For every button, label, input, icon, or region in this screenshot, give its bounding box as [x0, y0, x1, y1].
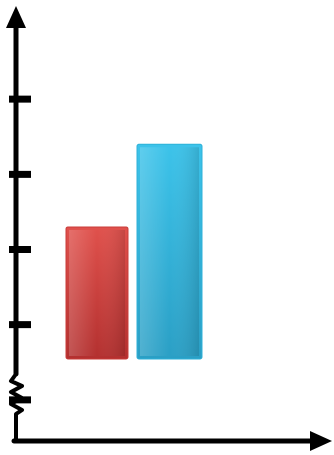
- bars-group: [65, 143, 203, 360]
- y-axis-arrowhead: [6, 6, 26, 28]
- bar-highlight: [140, 147, 199, 356]
- x-axis-arrowhead: [310, 431, 332, 451]
- bar: [65, 226, 129, 360]
- y-ticks-group: [9, 95, 31, 404]
- bar: [136, 143, 203, 360]
- axes-group: [6, 6, 332, 451]
- bar-highlight: [69, 229, 125, 356]
- y-axis-break: [9, 372, 24, 442]
